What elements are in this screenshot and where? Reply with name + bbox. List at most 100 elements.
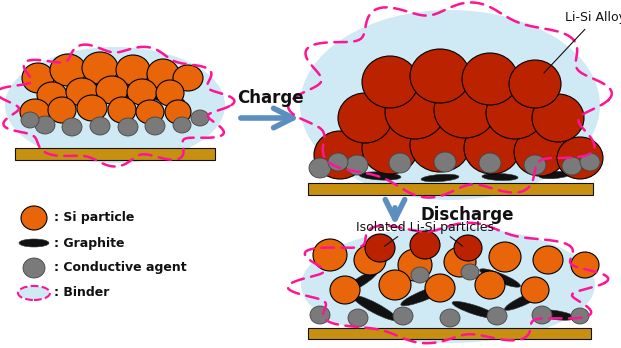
Ellipse shape bbox=[90, 117, 110, 135]
Ellipse shape bbox=[348, 309, 368, 327]
Ellipse shape bbox=[127, 79, 157, 105]
Text: : Si particle: : Si particle bbox=[54, 212, 134, 224]
Ellipse shape bbox=[462, 53, 518, 105]
Ellipse shape bbox=[489, 242, 521, 272]
Ellipse shape bbox=[454, 235, 482, 261]
Ellipse shape bbox=[504, 290, 545, 310]
Ellipse shape bbox=[96, 76, 128, 104]
Ellipse shape bbox=[82, 52, 118, 84]
Ellipse shape bbox=[301, 227, 595, 343]
Text: : Binder: : Binder bbox=[54, 286, 109, 300]
Ellipse shape bbox=[342, 270, 378, 294]
Ellipse shape bbox=[440, 309, 460, 327]
Ellipse shape bbox=[314, 131, 366, 179]
Ellipse shape bbox=[310, 306, 330, 324]
Ellipse shape bbox=[354, 245, 386, 275]
Ellipse shape bbox=[421, 174, 459, 182]
Ellipse shape bbox=[464, 122, 520, 174]
Ellipse shape bbox=[562, 157, 582, 175]
Ellipse shape bbox=[346, 155, 368, 175]
Ellipse shape bbox=[461, 264, 479, 280]
Ellipse shape bbox=[521, 277, 549, 303]
Ellipse shape bbox=[535, 310, 575, 320]
Ellipse shape bbox=[23, 258, 45, 278]
Ellipse shape bbox=[539, 171, 571, 179]
Ellipse shape bbox=[532, 306, 552, 324]
Ellipse shape bbox=[434, 82, 496, 138]
Ellipse shape bbox=[452, 301, 498, 318]
Text: Discharge: Discharge bbox=[420, 206, 514, 224]
Ellipse shape bbox=[77, 95, 107, 121]
Ellipse shape bbox=[21, 206, 47, 230]
Ellipse shape bbox=[68, 82, 122, 94]
Ellipse shape bbox=[35, 116, 55, 134]
Ellipse shape bbox=[52, 93, 98, 107]
Ellipse shape bbox=[62, 118, 82, 136]
Ellipse shape bbox=[37, 82, 67, 108]
Ellipse shape bbox=[300, 10, 600, 200]
Bar bbox=[308, 183, 593, 195]
Ellipse shape bbox=[147, 59, 179, 89]
Ellipse shape bbox=[401, 284, 449, 306]
Ellipse shape bbox=[173, 117, 191, 133]
Text: : Graphite: : Graphite bbox=[54, 237, 124, 250]
Ellipse shape bbox=[475, 271, 505, 299]
Ellipse shape bbox=[533, 246, 563, 274]
Ellipse shape bbox=[330, 276, 360, 304]
Ellipse shape bbox=[411, 267, 429, 283]
Ellipse shape bbox=[434, 152, 456, 172]
Ellipse shape bbox=[362, 56, 418, 108]
Ellipse shape bbox=[18, 286, 50, 300]
Ellipse shape bbox=[353, 295, 397, 321]
Ellipse shape bbox=[191, 110, 209, 126]
Text: Charge: Charge bbox=[237, 89, 303, 107]
Ellipse shape bbox=[116, 55, 150, 85]
Ellipse shape bbox=[532, 94, 584, 142]
Ellipse shape bbox=[425, 274, 455, 302]
Ellipse shape bbox=[156, 80, 184, 106]
Ellipse shape bbox=[145, 93, 184, 103]
Ellipse shape bbox=[20, 99, 50, 125]
Ellipse shape bbox=[410, 231, 440, 259]
Ellipse shape bbox=[66, 78, 98, 106]
Bar bbox=[308, 328, 591, 339]
Ellipse shape bbox=[509, 60, 561, 108]
Ellipse shape bbox=[385, 85, 445, 139]
Ellipse shape bbox=[410, 118, 470, 172]
Ellipse shape bbox=[309, 158, 331, 178]
Ellipse shape bbox=[359, 172, 401, 180]
Ellipse shape bbox=[557, 137, 603, 179]
Ellipse shape bbox=[116, 76, 165, 88]
Ellipse shape bbox=[145, 117, 165, 135]
Ellipse shape bbox=[94, 91, 146, 103]
Ellipse shape bbox=[389, 153, 411, 173]
Text: Li-Si Alloy: Li-Si Alloy bbox=[544, 11, 621, 73]
Ellipse shape bbox=[48, 97, 76, 123]
Text: Isolated Li-Si particles: Isolated Li-Si particles bbox=[356, 221, 494, 235]
Ellipse shape bbox=[22, 63, 54, 93]
Ellipse shape bbox=[398, 249, 432, 281]
Ellipse shape bbox=[365, 234, 395, 262]
Ellipse shape bbox=[571, 308, 589, 324]
Ellipse shape bbox=[571, 252, 599, 278]
Ellipse shape bbox=[524, 155, 546, 175]
Ellipse shape bbox=[165, 100, 191, 124]
Ellipse shape bbox=[393, 307, 413, 325]
Ellipse shape bbox=[313, 239, 347, 271]
Ellipse shape bbox=[21, 112, 39, 128]
Ellipse shape bbox=[580, 153, 600, 171]
Ellipse shape bbox=[362, 122, 418, 174]
Ellipse shape bbox=[338, 93, 392, 143]
Ellipse shape bbox=[379, 270, 411, 300]
Ellipse shape bbox=[487, 307, 507, 325]
Text: : Conductive agent: : Conductive agent bbox=[54, 261, 187, 275]
Ellipse shape bbox=[50, 54, 86, 86]
Ellipse shape bbox=[479, 153, 501, 173]
Ellipse shape bbox=[444, 247, 476, 277]
Ellipse shape bbox=[479, 269, 520, 287]
Ellipse shape bbox=[5, 47, 225, 163]
Ellipse shape bbox=[118, 118, 138, 136]
Ellipse shape bbox=[514, 128, 566, 176]
Ellipse shape bbox=[410, 49, 470, 103]
Ellipse shape bbox=[108, 97, 136, 123]
